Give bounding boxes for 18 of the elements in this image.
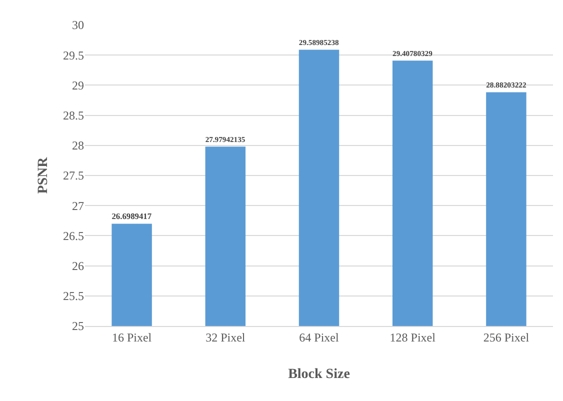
y-tick-label: 29.5 bbox=[63, 48, 84, 62]
y-tick-label: 25.5 bbox=[63, 289, 84, 304]
x-tick-label: 256 Pixel bbox=[483, 330, 530, 344]
y-tick-label: 27 bbox=[72, 198, 84, 213]
x-tick-label: 64 Pixel bbox=[299, 330, 340, 344]
x-axis-title: Block Size bbox=[288, 367, 350, 382]
y-tick-label: 25 bbox=[72, 319, 84, 334]
y-tick-label: 28 bbox=[72, 138, 84, 153]
y-tick-label: 26 bbox=[72, 259, 84, 273]
x-tick-label: 16 Pixel bbox=[112, 330, 152, 344]
y-tick-label: 27.5 bbox=[63, 168, 84, 183]
y-tick-label: 30 bbox=[72, 18, 84, 32]
y-axis-title: PSNR bbox=[36, 156, 51, 194]
y-tick-label: 28.5 bbox=[63, 108, 84, 122]
y-tick-label: 26.5 bbox=[63, 228, 84, 243]
x-tick-label: 32 Pixel bbox=[206, 330, 246, 344]
y-tick-label: 29 bbox=[72, 78, 84, 92]
x-tick-label: 128 Pixel bbox=[390, 330, 436, 344]
